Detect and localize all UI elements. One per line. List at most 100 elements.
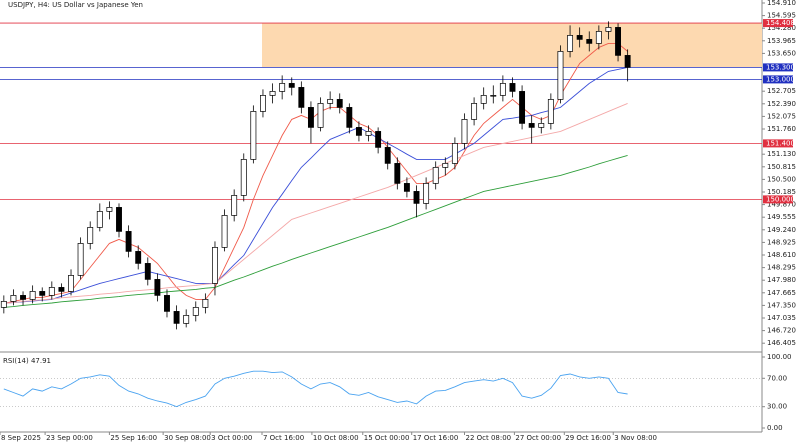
y-tick-label: 148.925 — [767, 238, 796, 246]
y-tick-label: 151.130 — [767, 150, 796, 158]
candle-body — [538, 123, 545, 128]
y-tick-label: 153.965 — [767, 37, 796, 45]
x-tick-label: 10 Oct 08:00 — [313, 434, 359, 442]
x-tick-label: 3 Oct 00:00 — [211, 434, 252, 442]
candle-body — [586, 39, 593, 44]
moving-average — [3, 42, 628, 304]
candle-body — [58, 287, 65, 292]
x-tick-label: 17 Oct 16:00 — [413, 434, 459, 442]
candle-body — [106, 207, 113, 212]
y-tick-label: 147.035 — [767, 314, 796, 322]
y-tick-label: 148.295 — [767, 264, 796, 272]
candle-body — [173, 311, 180, 324]
candle-body — [240, 159, 247, 196]
candle-body — [183, 315, 190, 324]
y-tick-label: 150.500 — [767, 175, 796, 183]
candle-body — [77, 243, 84, 276]
rsi-title: RSI(14) 47.91 — [3, 357, 51, 365]
candle-body — [567, 35, 574, 52]
candle-body — [499, 83, 506, 96]
candle-body — [355, 127, 362, 136]
y-tick-label: 153.650 — [767, 49, 796, 57]
y-tick-label: 149.240 — [767, 226, 796, 234]
candle-body — [87, 227, 94, 244]
y-tick-label: 149.555 — [767, 213, 796, 221]
candle-body — [509, 83, 516, 92]
candle-body — [68, 275, 74, 292]
x-tick-label: 27 Oct 00:00 — [515, 434, 561, 442]
x-tick-label: 30 Sep 08:00 — [164, 434, 211, 442]
candle-body — [442, 163, 449, 168]
moving-average — [3, 154, 628, 308]
candle-body — [461, 119, 468, 144]
chart-title: USDJPY, H4: US Dollar vs Japanese Yen — [8, 1, 143, 9]
y-tick-label: 152.390 — [767, 100, 796, 108]
candle-body — [432, 167, 439, 184]
y-tick-label: 100.00 — [767, 353, 792, 361]
y-tick-label: 146.720 — [767, 327, 796, 335]
candle-body — [96, 211, 103, 228]
candle-body — [317, 103, 324, 128]
candle-body — [202, 299, 209, 308]
candle-body — [375, 131, 382, 148]
x-tick-label: 15 Oct 00:00 — [364, 434, 410, 442]
candle-body — [135, 251, 142, 264]
y-tick-label: 148.610 — [767, 251, 796, 259]
zone — [261, 23, 762, 68]
candle-body — [192, 307, 199, 316]
y-tick-label: 154.280 — [767, 24, 796, 32]
candle-body — [288, 83, 295, 88]
candle-body — [451, 143, 458, 164]
y-tick-label: 0.00 — [767, 424, 783, 432]
y-tick-label: 154.910 — [767, 0, 796, 7]
y-tick-label: 154.595 — [767, 12, 796, 20]
moving-average — [3, 66, 628, 304]
level-label-box — [763, 75, 793, 84]
candle-body — [336, 99, 343, 108]
candle-body — [528, 123, 535, 128]
level-label-box — [763, 139, 793, 148]
candle-body — [605, 27, 612, 32]
candle-body — [298, 87, 305, 108]
candle-body — [164, 295, 170, 312]
level-label-box — [763, 19, 793, 28]
level-label: 150.000 — [766, 195, 795, 203]
plot-area — [261, 23, 762, 68]
candle-body — [279, 83, 286, 92]
candle-body — [260, 95, 266, 112]
y-tick-label: 151.760 — [767, 125, 796, 133]
candle-body — [125, 231, 132, 252]
y-tick-label: 150.815 — [767, 163, 796, 171]
y-tick-label: 70.00 — [767, 374, 787, 382]
candle-body — [624, 55, 631, 68]
x-tick-label: 22 Oct 08:00 — [465, 434, 511, 442]
candle-body — [384, 147, 391, 164]
y-tick-label: 30.00 — [767, 403, 787, 411]
candle-body — [595, 31, 602, 44]
candle-body — [547, 99, 554, 124]
candle-body — [394, 163, 401, 184]
x-tick-label: 23 Sep 00:00 — [46, 434, 93, 442]
candle-body — [48, 287, 55, 296]
candle-body — [471, 103, 478, 120]
candle-body — [212, 247, 218, 284]
x-tick-label: 25 Sep 16:00 — [110, 434, 157, 442]
candle-body — [231, 195, 238, 216]
candle-body — [365, 131, 372, 136]
candle-body — [519, 91, 526, 124]
x-tick-label: 7 Oct 16:00 — [263, 434, 304, 442]
candle-body — [346, 107, 353, 128]
candle-body — [615, 27, 621, 56]
level-label-box — [763, 195, 793, 204]
candle-body — [221, 215, 228, 248]
candle-body — [116, 207, 122, 232]
level-label: 153.300 — [766, 63, 795, 71]
y-tick-label: 147.665 — [767, 289, 796, 297]
candle-body — [10, 295, 17, 302]
rsi-line — [3, 370, 628, 408]
level-label: 151.400 — [766, 139, 795, 147]
moving-average — [3, 102, 628, 304]
candle-body — [576, 35, 583, 40]
y-tick-label: 150.185 — [767, 188, 796, 196]
